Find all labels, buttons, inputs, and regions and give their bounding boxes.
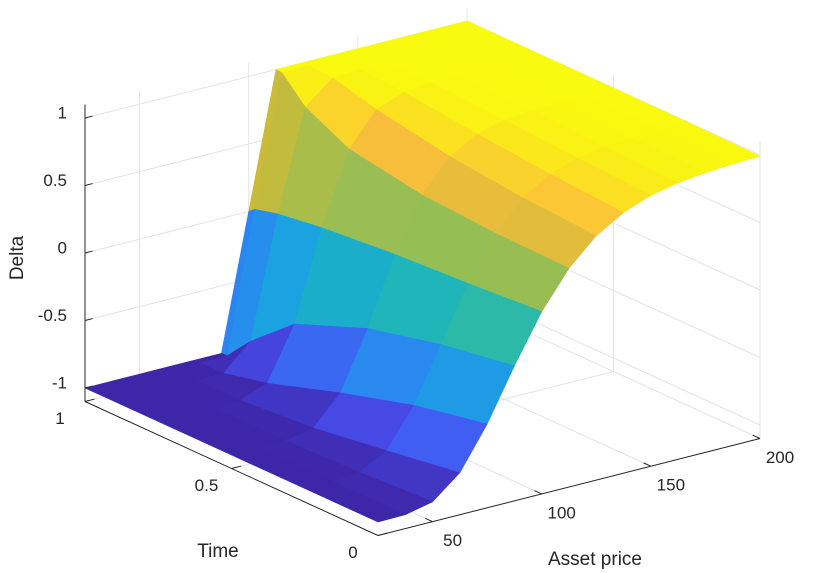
x-tick: [425, 517, 433, 523]
y-tick: [84, 398, 95, 402]
surface: [84, 20, 761, 523]
y-tick: [377, 532, 388, 536]
axes: 50 100 150 200 0 0.5 1 -1 -0.5 0 0.5 1: [38, 103, 794, 562]
surface-patch: [304, 481, 406, 523]
x-axis: [377, 438, 761, 536]
x-tick: [643, 462, 652, 467]
z-tick: [84, 115, 93, 119]
x-axis-label: Asset price: [548, 549, 642, 570]
x-tick-label: 200: [766, 448, 794, 467]
y-tick-label: 1: [55, 409, 64, 428]
z-tick: [84, 385, 93, 389]
y-tick-label: 0.5: [195, 476, 219, 495]
z-tick: [84, 183, 93, 186]
z-tick-label: 0.5: [43, 171, 67, 190]
x-tick-label: 100: [548, 503, 576, 522]
x-tick-label: 150: [657, 476, 685, 495]
z-tick-label: 0: [58, 238, 67, 257]
z-tick: [84, 318, 93, 321]
y-tick: [231, 465, 242, 469]
z-axis-label: Delta: [7, 235, 28, 280]
z-tick-label: -1: [52, 373, 67, 392]
z-tick-label: -0.5: [38, 306, 67, 325]
x-tick: [534, 490, 542, 495]
x-tick: [752, 434, 761, 439]
y-tick-label: 0: [348, 543, 357, 562]
z-tick: [84, 250, 93, 254]
y-axis-label: Time: [197, 541, 239, 562]
x-tick-label: 50: [443, 531, 462, 550]
z-tick-label: 1: [58, 103, 67, 122]
